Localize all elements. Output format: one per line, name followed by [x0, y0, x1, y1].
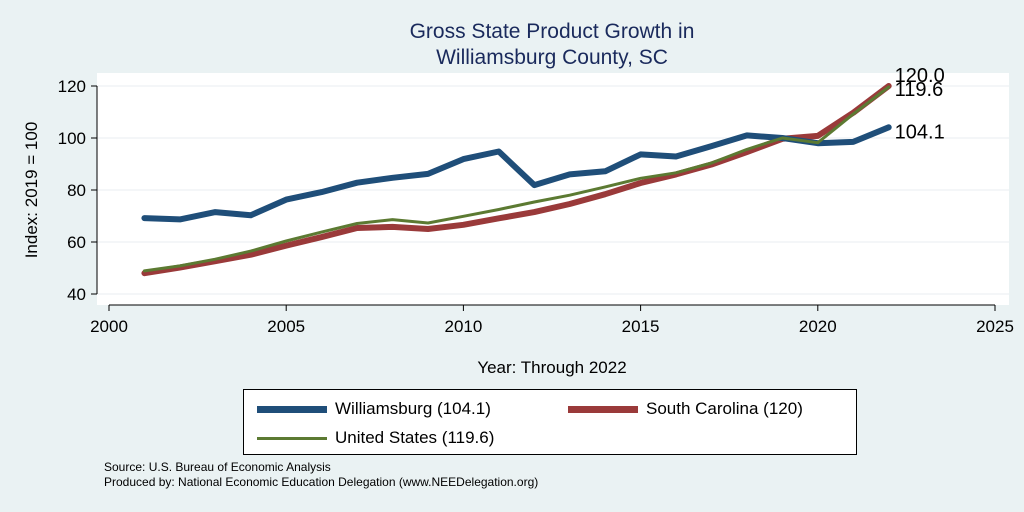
x-axis-title: Year: Through 2022 — [477, 358, 626, 377]
x-tick-label: 2025 — [976, 317, 1014, 336]
x-tick-label: 2005 — [267, 317, 305, 336]
y-tick-label: 120 — [58, 77, 86, 96]
y-tick-label: 60 — [67, 233, 86, 252]
x-tick-label: 2020 — [799, 317, 837, 336]
chart-title-line-1: Gross State Product Growth in — [409, 20, 695, 43]
series-line-united-states — [142, 85, 891, 273]
x-tick-label: 2010 — [444, 317, 482, 336]
legend-label-williamsburg: Williamsburg (104.1) — [335, 399, 491, 418]
legend-item-williamsburg: Williamsburg (104.1) — [257, 399, 491, 419]
series-line-south-carolina — [141, 83, 892, 277]
legend-swatch-williamsburg — [257, 405, 327, 413]
series-line-williamsburg — [141, 124, 892, 223]
legend-item-south-carolina: South Carolina (120) — [568, 399, 803, 419]
y-axis-title: Index: 2019 = 100 — [22, 122, 41, 259]
end-label-south-carolina: 120.0 — [895, 65, 945, 87]
plot-area — [97, 73, 1009, 305]
series-lines — [141, 83, 892, 277]
y-tick-label: 40 — [67, 285, 86, 304]
produced-by-note: Produced by: National Economic Education… — [104, 475, 539, 489]
y-tick-label: 80 — [67, 181, 86, 200]
legend-item-united-states: United States (119.6) — [257, 428, 494, 448]
y-tick-label: 100 — [58, 129, 86, 148]
chart-title-line-2: Williamsburg County, SC — [436, 46, 668, 69]
legend-label-united-states: United States (119.6) — [335, 428, 495, 447]
x-tick-label: 2000 — [90, 317, 128, 336]
source-note: Source: U.S. Bureau of Economic Analysis — [104, 460, 331, 474]
legend: Williamsburg (104.1) South Carolina (120… — [243, 389, 857, 455]
end-label-williamsburg: 104.1 — [895, 121, 945, 143]
legend-label-south-carolina: South Carolina (120) — [646, 399, 803, 418]
legend-swatch-south-carolina — [568, 405, 638, 413]
end-label-united-states: 119.6 — [895, 79, 944, 101]
legend-swatch-united-states — [257, 436, 327, 440]
x-tick-label: 2015 — [622, 317, 660, 336]
axes: 40 60 80 100 120 2000 2005 2010 2015 2020 2025 — [58, 77, 1014, 336]
